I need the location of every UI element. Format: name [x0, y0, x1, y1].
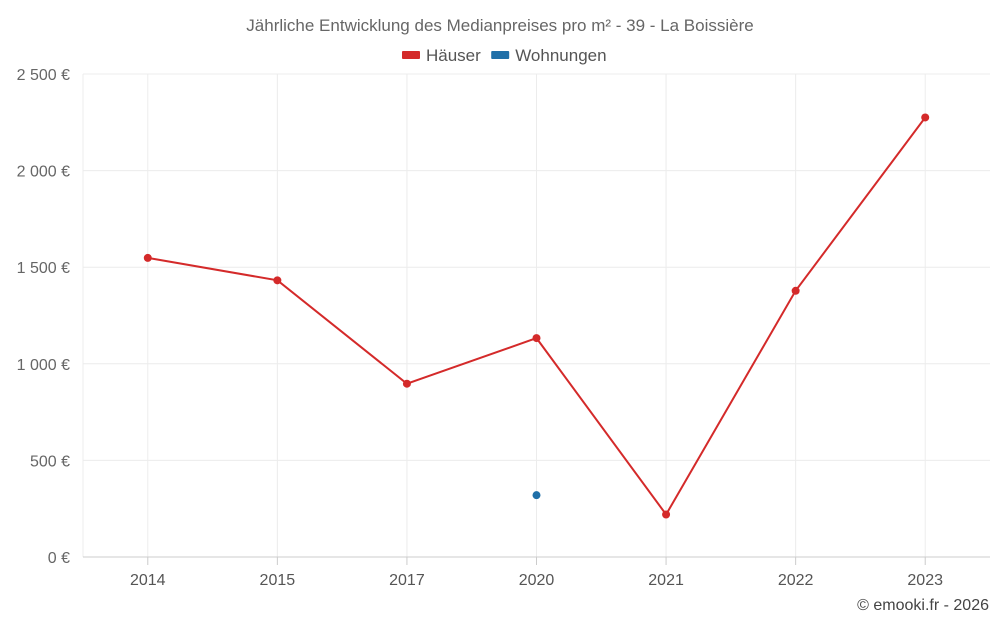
x-tick-label: 2023 — [907, 572, 943, 589]
series-layer — [143, 113, 930, 519]
legend-label: Häuser — [426, 46, 481, 65]
chart-title: Jährliche Entwicklung des Medianpreises … — [246, 16, 753, 35]
legend-swatch — [402, 51, 420, 59]
y-tick-label: 0 € — [48, 550, 70, 567]
chart-legend: Häuser Wohnungen — [402, 46, 607, 65]
credit-text: © emooki.fr - 2026 — [857, 597, 989, 614]
series-point-0 — [143, 253, 152, 262]
series-point-0 — [921, 113, 930, 122]
grid-lines — [82, 73, 990, 557]
series-point-0 — [402, 379, 411, 388]
x-tick-label: 2022 — [778, 572, 814, 589]
legend-label: Wohnungen — [515, 46, 606, 65]
series-point-0 — [273, 276, 282, 285]
x-tick-label: 2020 — [519, 572, 555, 589]
series-point-1 — [532, 491, 541, 500]
x-axis: 2014 2015 2017 2020 2021 2022 2023 — [83, 556, 990, 589]
y-axis: 0 € 500 € 1 000 € 1 500 € 2 000 € 2 500 € — [17, 67, 70, 567]
y-tick-label: 2 000 € — [17, 164, 70, 181]
x-tick-label: 2015 — [260, 572, 296, 589]
y-tick-label: 2 500 € — [17, 67, 70, 84]
series-point-0 — [791, 286, 800, 295]
x-tick-label: 2017 — [389, 572, 425, 589]
y-tick-label: 1 500 € — [17, 260, 70, 277]
x-tick-label: 2021 — [648, 572, 684, 589]
y-tick-label: 500 € — [30, 453, 70, 470]
series-point-0 — [662, 510, 671, 519]
legend-swatch — [491, 51, 510, 59]
y-tick-label: 1 000 € — [17, 357, 70, 374]
series-point-0 — [532, 334, 541, 343]
x-tick-label: 2014 — [130, 572, 166, 589]
